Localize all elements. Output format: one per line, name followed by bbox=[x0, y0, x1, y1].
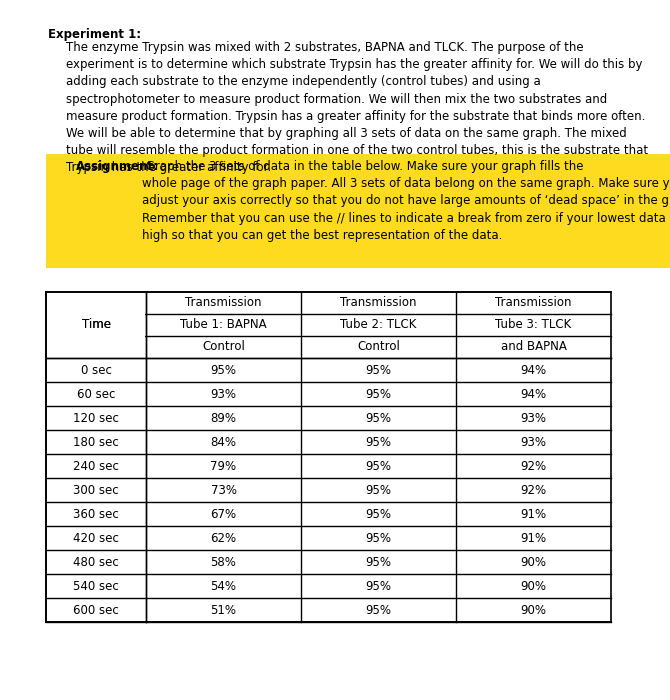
Text: 600 sec: 600 sec bbox=[73, 603, 119, 617]
Text: Experiment 1:: Experiment 1: bbox=[48, 28, 141, 41]
Text: Graph the 3 sets of data in the table below. Make sure your graph fills the
whol: Graph the 3 sets of data in the table be… bbox=[142, 160, 670, 242]
Text: 540 sec: 540 sec bbox=[73, 580, 119, 592]
Text: Tube 1: BAPNA: Tube 1: BAPNA bbox=[180, 318, 267, 332]
Text: 95%: 95% bbox=[366, 531, 391, 545]
Text: Time: Time bbox=[82, 318, 111, 332]
Text: Transmission: Transmission bbox=[185, 297, 262, 309]
Text: 0 sec: 0 sec bbox=[80, 363, 111, 377]
Bar bbox=[46, 292, 611, 622]
Text: 91%: 91% bbox=[521, 531, 547, 545]
Text: 90%: 90% bbox=[521, 556, 547, 568]
Text: Transmission: Transmission bbox=[340, 297, 417, 309]
Text: 95%: 95% bbox=[366, 580, 391, 592]
Text: 360 sec: 360 sec bbox=[73, 508, 119, 521]
Text: 90%: 90% bbox=[521, 580, 547, 592]
Text: 95%: 95% bbox=[366, 603, 391, 617]
Text: 93%: 93% bbox=[521, 435, 547, 449]
Text: 91%: 91% bbox=[521, 508, 547, 521]
Text: and BAPNA: and BAPNA bbox=[500, 340, 566, 354]
Text: 480 sec: 480 sec bbox=[73, 556, 119, 568]
Text: 90%: 90% bbox=[521, 603, 547, 617]
Bar bbox=[47, 293, 145, 358]
Text: 73%: 73% bbox=[210, 484, 237, 496]
Text: 420 sec: 420 sec bbox=[73, 531, 119, 545]
Text: 120 sec: 120 sec bbox=[73, 412, 119, 424]
Text: 95%: 95% bbox=[366, 508, 391, 521]
Text: Control: Control bbox=[357, 340, 400, 354]
Text: Time: Time bbox=[82, 318, 111, 332]
Text: 95%: 95% bbox=[210, 363, 237, 377]
Text: Tube 3: TLCK: Tube 3: TLCK bbox=[495, 318, 572, 332]
Text: 95%: 95% bbox=[366, 412, 391, 424]
Text: 300 sec: 300 sec bbox=[73, 484, 119, 496]
Text: 58%: 58% bbox=[210, 556, 237, 568]
Text: The enzyme Trypsin was mixed with 2 substrates, BAPNA and TLCK. The purpose of t: The enzyme Trypsin was mixed with 2 subs… bbox=[66, 41, 648, 174]
Text: 95%: 95% bbox=[366, 484, 391, 496]
Text: 67%: 67% bbox=[210, 508, 237, 521]
Text: 95%: 95% bbox=[366, 556, 391, 568]
Text: 93%: 93% bbox=[210, 388, 237, 400]
Text: 79%: 79% bbox=[210, 459, 237, 473]
Text: 92%: 92% bbox=[521, 459, 547, 473]
Text: 180 sec: 180 sec bbox=[73, 435, 119, 449]
Text: Transmission: Transmission bbox=[495, 297, 572, 309]
Text: Assignment:: Assignment: bbox=[76, 160, 159, 173]
Text: 62%: 62% bbox=[210, 531, 237, 545]
Text: Control: Control bbox=[202, 340, 245, 354]
Text: 54%: 54% bbox=[210, 580, 237, 592]
Text: Tube 2: TLCK: Tube 2: TLCK bbox=[340, 318, 417, 332]
Text: 93%: 93% bbox=[521, 412, 547, 424]
Text: 51%: 51% bbox=[210, 603, 237, 617]
Text: 95%: 95% bbox=[366, 459, 391, 473]
Text: 95%: 95% bbox=[366, 435, 391, 449]
Text: 240 sec: 240 sec bbox=[73, 459, 119, 473]
Text: 89%: 89% bbox=[210, 412, 237, 424]
Bar bbox=[46, 154, 670, 268]
Text: 95%: 95% bbox=[366, 388, 391, 400]
Text: 60 sec: 60 sec bbox=[77, 388, 115, 400]
Text: 94%: 94% bbox=[521, 363, 547, 377]
Text: 92%: 92% bbox=[521, 484, 547, 496]
Text: 84%: 84% bbox=[210, 435, 237, 449]
Text: 95%: 95% bbox=[366, 363, 391, 377]
Text: 94%: 94% bbox=[521, 388, 547, 400]
